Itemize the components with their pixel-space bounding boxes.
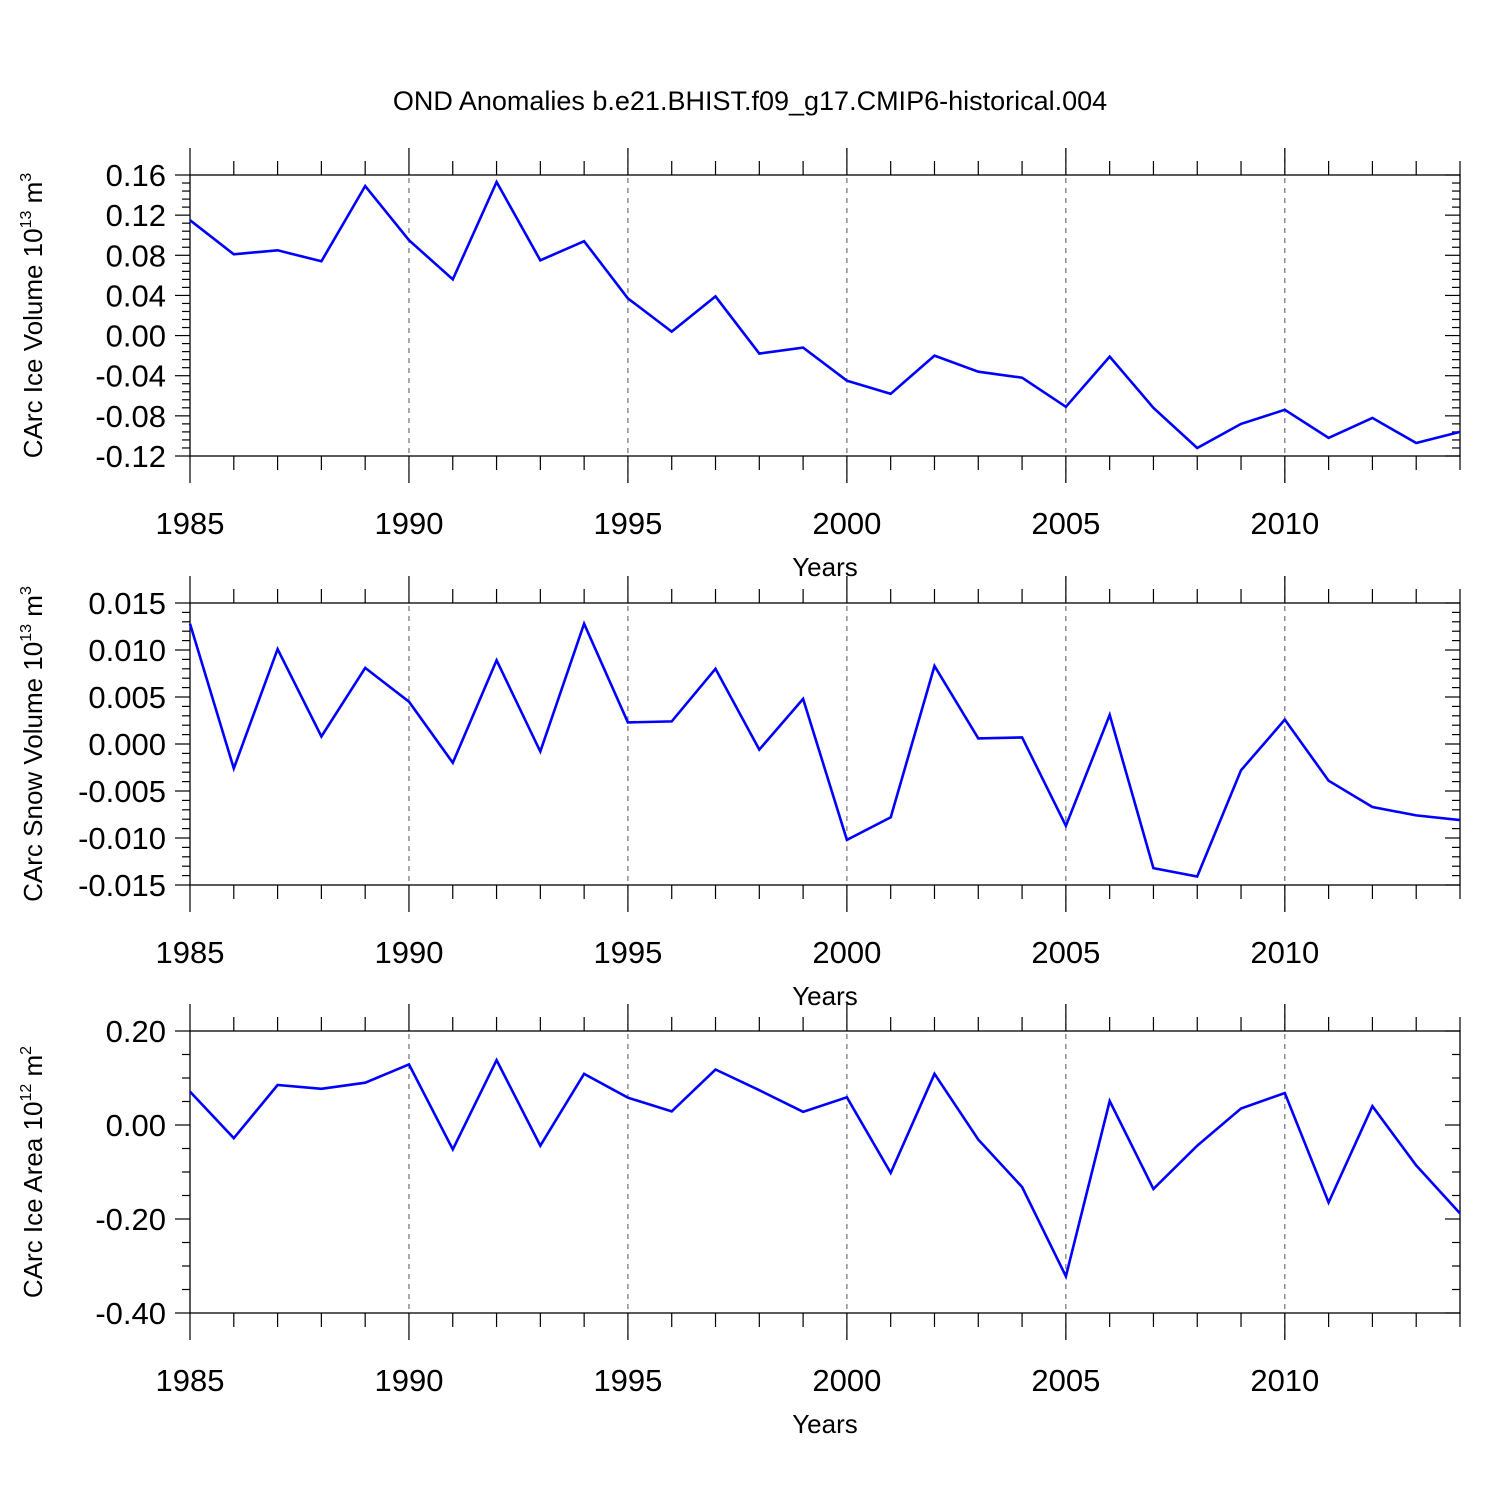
y-tick-label: -0.005	[78, 774, 166, 809]
y-tick-label: 0.00	[106, 319, 166, 354]
y-tick-label: 0.00	[106, 1108, 166, 1143]
y-axis-title-text: CArc Ice Volume 10	[18, 228, 48, 458]
y-tick-label: 0.08	[106, 238, 166, 273]
y-axis-title-exponent: 12	[18, 1084, 35, 1102]
y-tick-label: 0.010	[88, 633, 166, 668]
y-axis-title-exponent: 13	[18, 624, 35, 642]
data-series-line	[189, 179, 1461, 450]
y-tick-label: -0.20	[95, 1202, 166, 1237]
y-axis-title: CArc Ice Area 1012 m2	[18, 1046, 48, 1298]
y-axis-title-unit-exponent: 2	[18, 1046, 35, 1055]
chart-panel-2: 0.015 0.010 0.005 0.000 -0.005 -0.010 -0.015 19…	[18, 576, 1461, 1011]
plot-frame	[189, 602, 1461, 886]
y-axis-title-text: CArc Ice Area 10	[18, 1102, 48, 1299]
y-axis-title-text: CArc Snow Volume 10	[18, 642, 48, 902]
x-tick-label: 2005	[1031, 506, 1100, 541]
x-tick-label: 1990	[374, 506, 443, 541]
y-axis-title-unit: m	[18, 182, 48, 211]
x-axis-title: Years	[792, 981, 858, 1011]
x-tick-label: 2010	[1250, 506, 1319, 541]
x-tick-label: 2005	[1031, 1363, 1100, 1398]
y-axis-title-unit: m	[18, 595, 48, 624]
y-tick-label: 0.16	[106, 158, 166, 193]
chart-panel-1: 0.16 0.12 0.08 0.04 0.00 -0.04 -0.08 -0.12 1985 1…	[18, 148, 1461, 582]
x-tick-label: 2005	[1031, 935, 1100, 970]
y-tick-label: -0.015	[78, 868, 166, 903]
plot-frame	[189, 1030, 1461, 1314]
y-tick-label: 0.20	[106, 1014, 166, 1049]
x-tick-label: 2010	[1250, 935, 1319, 970]
x-tick-label: 2000	[812, 1363, 881, 1398]
x-tick-label: 2010	[1250, 1363, 1319, 1398]
y-axis-title-exponent: 13	[18, 211, 35, 229]
y-tick-label: 0.04	[106, 278, 166, 313]
x-tick-label: 2000	[812, 506, 881, 541]
y-tick-label: -0.010	[78, 821, 166, 856]
y-axis-title-unit-exponent: 3	[18, 173, 35, 182]
y-axis-title: CArc Snow Volume 1013 m3	[18, 586, 48, 902]
y-axis-title-unit: m	[18, 1055, 48, 1084]
x-tick-label: 1985	[156, 1363, 225, 1398]
x-tick-label: 1995	[593, 506, 662, 541]
x-tick-label: 2000	[812, 935, 881, 970]
x-axis-title: Years	[792, 552, 858, 582]
x-tick-label: 1990	[374, 935, 443, 970]
y-axis-title: CArc Ice Volume 1013 m3	[18, 173, 48, 458]
figure-title: OND Anomalies b.e21.BHIST.f09_g17.CMIP6-…	[393, 86, 1107, 116]
data-series-line	[189, 1057, 1461, 1281]
y-tick-label: -0.04	[95, 359, 166, 394]
plot-frame	[189, 174, 1461, 457]
data-series-line	[188, 620, 1461, 878]
y-axis-title-unit-exponent: 3	[18, 586, 35, 595]
y-tick-label: 0.000	[88, 727, 166, 762]
x-tick-label: 1985	[156, 935, 225, 970]
y-tick-label: -0.08	[95, 399, 166, 434]
y-tick-label: -0.12	[95, 439, 166, 474]
x-tick-label: 1995	[593, 935, 662, 970]
x-axis-title: Years	[792, 1409, 858, 1439]
x-tick-label: 1990	[374, 1363, 443, 1398]
chart-panel-3: 0.20 0.00 -0.20 -0.40 1985 1990 1995 2000 2005 20…	[18, 1004, 1461, 1439]
y-tick-label: -0.40	[95, 1296, 166, 1331]
y-tick-label: 0.12	[106, 198, 166, 233]
y-tick-label: 0.005	[88, 680, 166, 715]
y-tick-label: 0.015	[88, 586, 166, 621]
x-tick-label: 1995	[593, 1363, 662, 1398]
x-tick-label: 1985	[156, 506, 225, 541]
